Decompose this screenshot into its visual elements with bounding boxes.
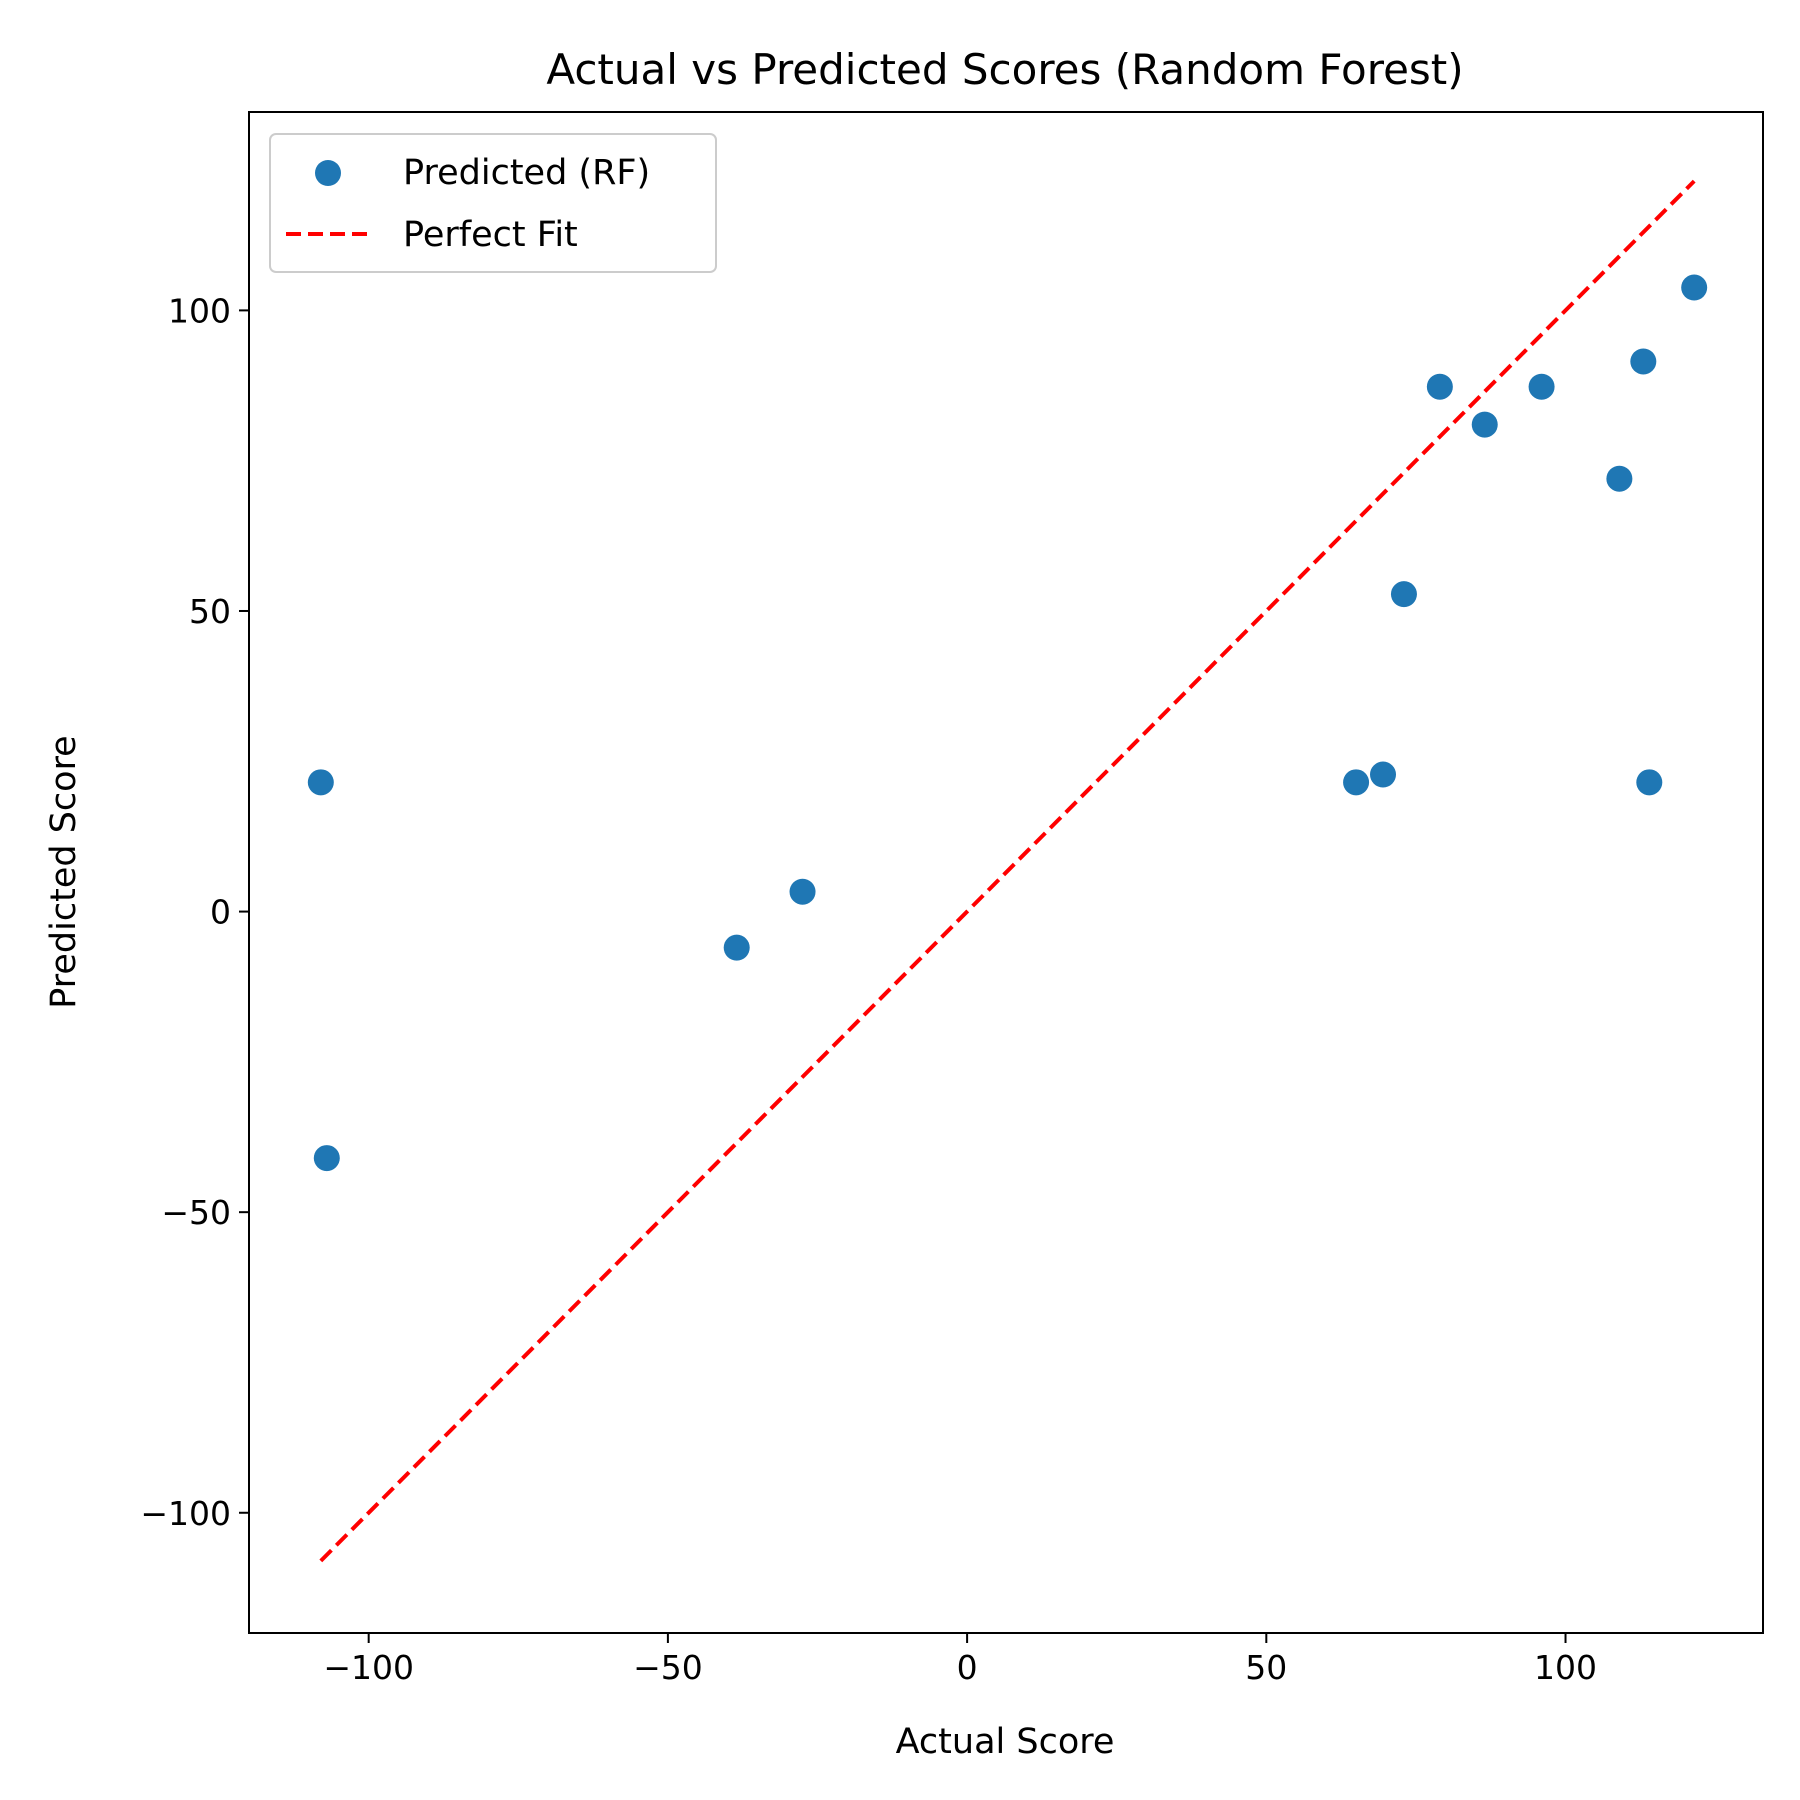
x-tick-label: −50	[633, 1648, 703, 1687]
legend-label-predicted: Predicted (RF)	[403, 153, 650, 193]
scatter-point	[313, 1145, 340, 1172]
scatter-point	[307, 769, 334, 796]
scatter-point	[1606, 465, 1633, 492]
legend-box	[269, 133, 717, 273]
axes-frame	[248, 111, 1764, 1634]
chart-title: Actual vs Predicted Scores (Random Fores…	[546, 45, 1463, 94]
scatter-point	[789, 878, 816, 905]
scatter-point	[1471, 411, 1498, 438]
perfect-fit-line	[319, 179, 1696, 1563]
scatter-point	[1528, 373, 1555, 400]
legend: Predicted (RF) Perfect Fit	[269, 133, 717, 273]
y-tick-label: 50	[189, 592, 231, 631]
legend-marker-predicted	[315, 160, 341, 186]
y-axis-ticks: −100 −50 0 50 100	[140, 291, 249, 1533]
x-tick-label: −100	[323, 1648, 414, 1687]
y-tick-label: −100	[140, 1494, 231, 1533]
scatter-point	[1681, 274, 1708, 301]
scatter-point	[1636, 769, 1663, 796]
scatter-point	[1370, 761, 1397, 788]
x-tick-label: 100	[1534, 1648, 1597, 1687]
scatter-point	[723, 934, 750, 961]
legend-label-perfect-fit: Perfect Fit	[403, 215, 578, 255]
y-tick-label: −50	[161, 1193, 231, 1232]
scatter-point	[1426, 373, 1453, 400]
scatter-point	[1343, 769, 1370, 796]
x-axis-label: Actual Score	[896, 1722, 1115, 1762]
y-axis-label: Predicted Score	[44, 735, 84, 1008]
scatter-point	[1630, 348, 1657, 375]
x-tick-label: 0	[957, 1648, 978, 1687]
plot-area	[248, 111, 1764, 1634]
scatter-point	[1390, 581, 1417, 608]
y-tick-label: 0	[210, 893, 231, 932]
y-tick-label: 100	[168, 291, 231, 330]
x-axis-ticks: −100 −50 0 50 100	[323, 1633, 1597, 1687]
x-tick-label: 50	[1245, 1648, 1287, 1687]
